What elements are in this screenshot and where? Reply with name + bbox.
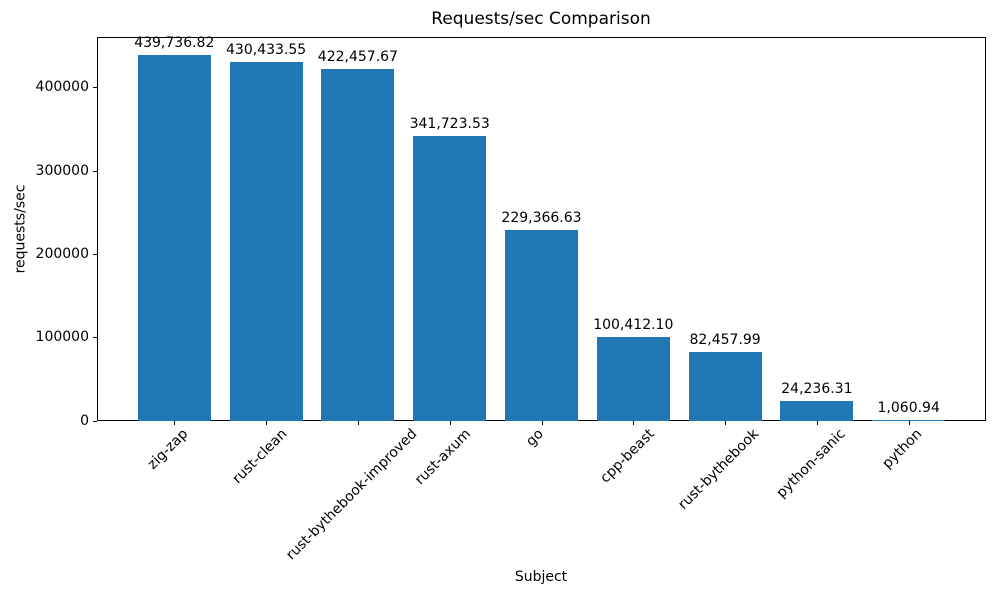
- chart-title: Requests/sec Comparison: [431, 9, 651, 29]
- x-tick: [725, 421, 727, 425]
- y-tick: [93, 337, 97, 339]
- bar-value-label: 1,060.94: [877, 400, 940, 416]
- bar-value-label: 422,457.67: [317, 49, 398, 66]
- bar: [321, 69, 395, 421]
- bar: [137, 54, 211, 421]
- bar: [413, 136, 487, 421]
- x-tick: [266, 421, 268, 425]
- bar-value-label: 82,457.99: [689, 332, 761, 349]
- x-tick: [633, 421, 635, 425]
- y-tick-label: 200000: [35, 245, 89, 262]
- x-tick-label: rust-axum: [412, 426, 475, 489]
- y-tick: [93, 420, 97, 422]
- bar-value-label: 229,366.63: [501, 209, 582, 226]
- y-tick-label: 300000: [35, 162, 89, 179]
- x-tick-label: python: [879, 426, 926, 472]
- bar-value-label: 24,236.31: [781, 380, 853, 397]
- bar: [229, 62, 303, 421]
- x-tick: [541, 421, 543, 425]
- x-tick-label: rust-bythebook-improved: [282, 426, 421, 564]
- x-axis-label: Subject: [514, 569, 568, 585]
- bar-value-label: 341,723.53: [409, 116, 490, 133]
- x-tick-label: rust-clean: [229, 426, 291, 487]
- bar: [688, 352, 762, 421]
- bar: [872, 420, 946, 421]
- y-tick: [93, 87, 97, 89]
- bar: [596, 337, 670, 421]
- y-tick: [93, 170, 97, 172]
- x-tick: [816, 421, 818, 425]
- y-tick-label: 100000: [35, 329, 89, 346]
- bar-value-label: 439,736.82: [134, 34, 215, 51]
- bar-value-label: 430,433.55: [226, 42, 307, 59]
- x-tick: [449, 421, 451, 425]
- y-tick: [93, 253, 97, 255]
- y-tick-label: 400000: [35, 79, 89, 96]
- x-tick: [174, 421, 176, 425]
- bar: [780, 400, 854, 421]
- bar-value-label: 100,412.10: [593, 317, 674, 334]
- bar: [505, 229, 578, 421]
- y-tick-label: 0: [80, 412, 89, 429]
- x-tick-label: rust-bythebook: [675, 426, 762, 513]
- x-tick-label: cpp-beast: [596, 426, 658, 487]
- x-tick-label: go: [523, 426, 548, 450]
- x-tick: [357, 421, 359, 425]
- x-tick-label: python-sanic: [773, 426, 849, 502]
- x-tick: [908, 421, 910, 425]
- x-tick-label: zig-zap: [144, 426, 192, 473]
